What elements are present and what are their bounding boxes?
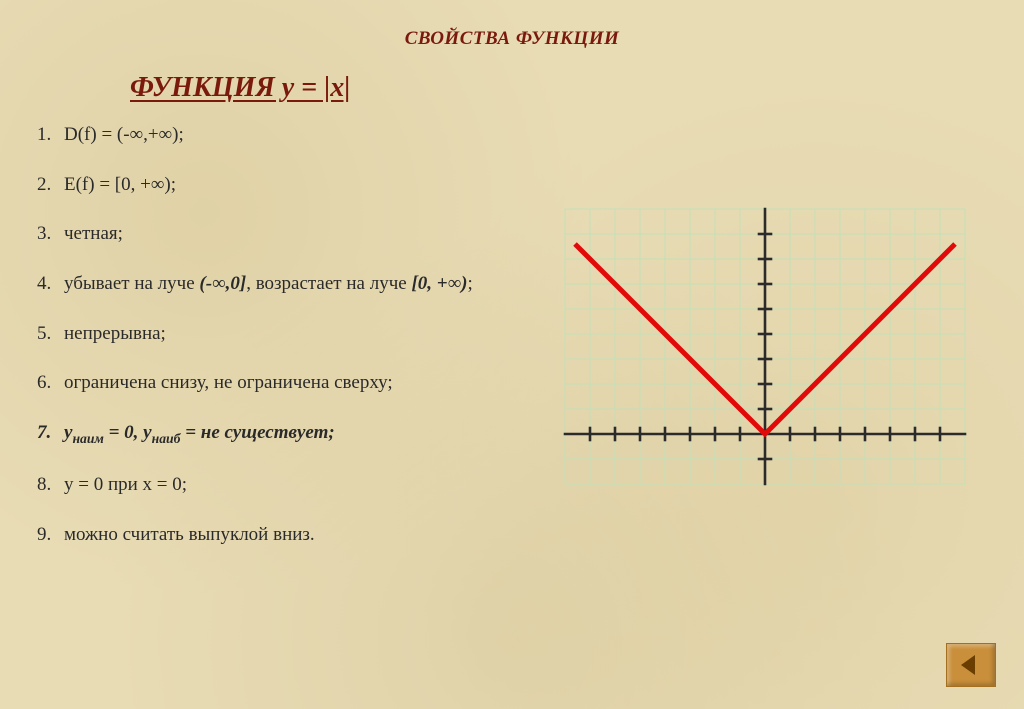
property-6: ограничена снизу, не ограничена сверху; bbox=[56, 370, 526, 396]
p7-suffix: ; bbox=[328, 422, 334, 443]
back-button[interactable] bbox=[946, 643, 996, 687]
property-2: E(f) = [0, +∞); bbox=[56, 172, 526, 198]
property-7: yнаим = 0, yнаиб = не существует; bbox=[56, 420, 526, 448]
axes bbox=[565, 209, 965, 484]
p7-sep: , bbox=[134, 422, 144, 443]
p7-ymax-val: = не существует bbox=[180, 422, 328, 443]
property-4: убывает на луче (-∞,0], возрастает на лу… bbox=[56, 271, 526, 297]
page-subtitle: ФУНКЦИЯ y = |x| bbox=[130, 72, 1024, 104]
chart-svg bbox=[560, 204, 970, 489]
properties-list: D(f) = (-∞,+∞); E(f) = [0, +∞); четная; … bbox=[56, 122, 526, 547]
property-9: можно считать выпуклой вниз. bbox=[56, 522, 526, 548]
property-8: y = 0 при x = 0; bbox=[56, 472, 526, 498]
back-arrow-icon bbox=[957, 653, 985, 677]
page-heading: СВОЙСТВА ФУНКЦИИ bbox=[0, 0, 1024, 50]
p7-ymax-sub: наиб bbox=[152, 431, 181, 446]
p7-ymin-sub: наим bbox=[72, 431, 103, 446]
property-1: D(f) = (-∞,+∞); bbox=[56, 122, 526, 148]
p7-ymax-var: y bbox=[143, 422, 151, 443]
p4-prefix: убывает на луче bbox=[64, 273, 199, 294]
p4-mid: , возрастает на луче bbox=[246, 273, 411, 294]
p4-interval-2: [0, +∞) bbox=[411, 273, 467, 294]
abs-value-chart bbox=[560, 204, 970, 494]
p4-interval-1: (-∞,0] bbox=[199, 273, 246, 294]
p7-ymin-val: = 0 bbox=[104, 422, 134, 443]
property-5: непрерывна; bbox=[56, 321, 526, 347]
property-3: четная; bbox=[56, 221, 526, 247]
p4-suffix: ; bbox=[467, 273, 472, 294]
